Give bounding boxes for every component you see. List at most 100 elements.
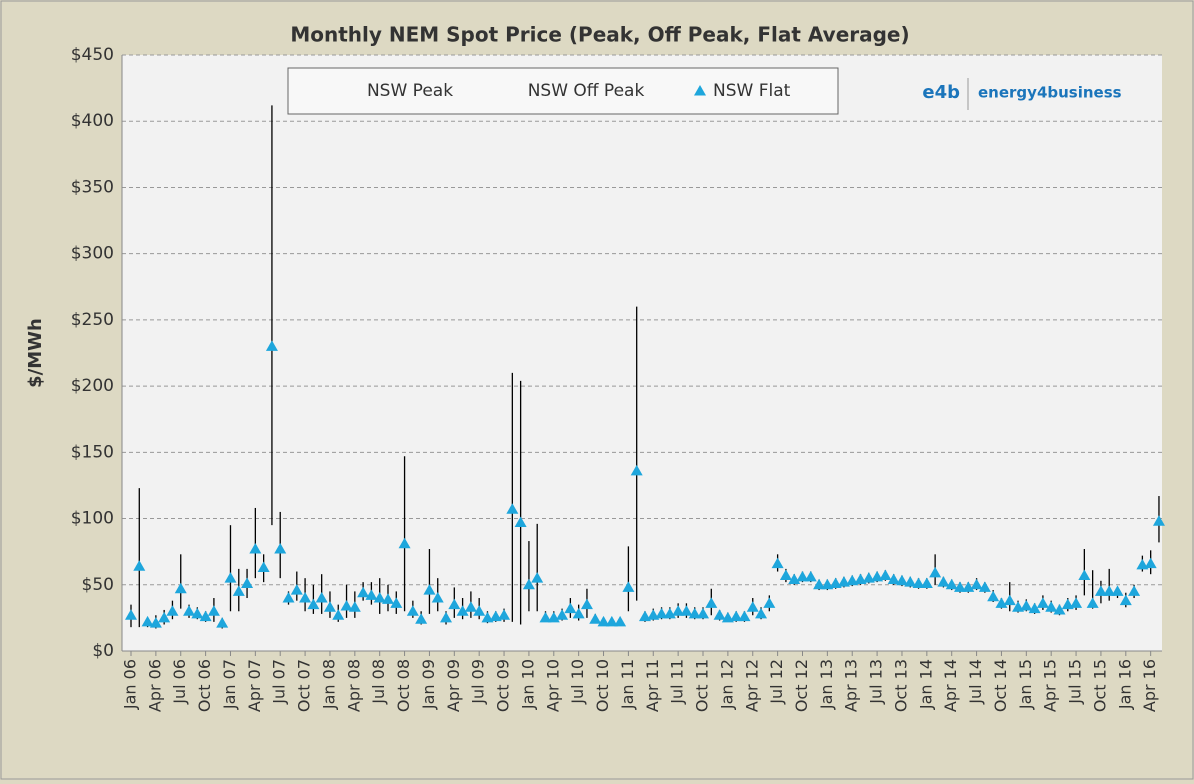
flat-marker [1028, 602, 1041, 614]
flat-marker [464, 601, 477, 612]
legend-label: NSW Off Peak [528, 81, 645, 101]
flat-marker [920, 577, 933, 588]
flat-marker [539, 611, 552, 623]
y-tick-label: $400 [71, 111, 114, 131]
x-tick-label: Jul 06 [170, 659, 189, 705]
flat-marker [224, 572, 237, 583]
x-tick-label: Apr 14 [941, 659, 960, 712]
x-tick-label: Jul 13 [867, 659, 886, 705]
y-tick-label: $150 [71, 442, 114, 462]
flat-marker [1094, 585, 1107, 596]
x-tick-label: Jan 07 [220, 659, 239, 710]
flat-marker [904, 576, 917, 587]
flat-marker [1086, 597, 1099, 608]
flat-marker [174, 582, 187, 594]
flat-marker [149, 617, 162, 628]
flat-marker [1003, 594, 1016, 606]
flat-marker [771, 557, 784, 569]
flat-marker [315, 592, 328, 603]
flat-marker [622, 581, 635, 592]
flat-marker [821, 578, 834, 590]
flat-marker [871, 570, 884, 582]
x-tick-label: Jan 12 [717, 659, 736, 710]
flat-marker [1144, 557, 1157, 569]
flat-marker [531, 572, 544, 583]
flat-marker [638, 610, 651, 622]
flat-marker [183, 605, 196, 616]
x-tick-label: Jan 13 [817, 659, 836, 710]
flat-marker [854, 573, 867, 584]
x-tick-label: Apr 09 [444, 659, 463, 712]
flat-marker [332, 609, 345, 620]
flat-marker [1036, 597, 1049, 608]
flat-marker [978, 581, 991, 592]
x-tick-label: Apr 16 [1140, 659, 1159, 712]
x-tick-label: Oct 07 [295, 659, 314, 712]
x-tick-label: Jul 08 [369, 659, 388, 705]
flat-marker [249, 543, 262, 554]
flat-marker [572, 607, 585, 619]
x-tick-label: Apr 12 [742, 659, 761, 712]
y-tick-label: $50 [82, 575, 114, 595]
flat-marker [937, 576, 950, 587]
x-tick-label: Jan 11 [618, 659, 637, 710]
flat-marker [473, 605, 486, 616]
flat-marker [381, 593, 394, 604]
flat-marker [489, 610, 502, 622]
flat-marker [398, 537, 411, 549]
legend-label: NSW Peak [367, 81, 453, 101]
logo-mark: e4b [922, 82, 960, 103]
flat-marker [406, 605, 419, 616]
y-tick-label: $300 [71, 244, 114, 264]
flat-marker [125, 609, 137, 620]
flat-marker [307, 598, 320, 610]
flat-marker [688, 607, 701, 619]
flat-marker [241, 577, 254, 588]
x-tick-label: Oct 14 [991, 659, 1010, 712]
y-tick-label: $450 [71, 45, 114, 65]
flat-marker [962, 581, 975, 592]
chart-title: Monthly NEM Spot Price (Peak, Off Peak, … [290, 23, 909, 47]
flat-marker [796, 570, 809, 582]
flat-marker [1053, 603, 1066, 615]
x-tick-label: Jan 10 [518, 659, 537, 710]
flat-marker [614, 615, 627, 627]
flat-marker [323, 601, 336, 612]
x-tick-label: Oct 11 [693, 659, 712, 712]
flat-marker [191, 607, 204, 619]
flat-marker [1103, 585, 1116, 596]
flat-marker [199, 610, 212, 622]
flat-marker [788, 573, 801, 584]
y-tick-label: $200 [71, 376, 114, 396]
x-tick-label: Jul 09 [469, 659, 488, 705]
flat-marker [945, 578, 958, 590]
x-tick-label: Jan 15 [1016, 659, 1035, 710]
flat-marker [697, 607, 710, 619]
flat-marker [1152, 515, 1165, 526]
flat-marker [357, 586, 370, 598]
flat-marker [837, 576, 850, 587]
x-tick-label: Oct 13 [891, 659, 910, 712]
flat-marker [804, 570, 817, 582]
flat-marker [282, 592, 295, 603]
flat-marker [390, 597, 403, 608]
flat-marker [456, 605, 469, 616]
flat-marker [730, 610, 743, 622]
flat-marker [216, 617, 229, 628]
x-tick-label: Jan 06 [121, 659, 140, 710]
x-tick-label: Jul 14 [966, 659, 985, 705]
flat-marker [1136, 558, 1149, 570]
flat-marker [846, 574, 859, 586]
flat-marker [1128, 585, 1141, 596]
flat-marker [564, 602, 577, 614]
flat-marker [954, 581, 966, 592]
flat-marker [514, 516, 527, 528]
x-tick-label: Jan 09 [419, 659, 438, 710]
flat-marker [166, 605, 179, 616]
flat-marker [257, 561, 270, 573]
x-tick-label: Jan 08 [319, 659, 338, 710]
flat-marker [605, 615, 618, 627]
flat-marker [1111, 585, 1124, 596]
flat-marker [274, 543, 287, 554]
flat-marker [448, 598, 461, 610]
